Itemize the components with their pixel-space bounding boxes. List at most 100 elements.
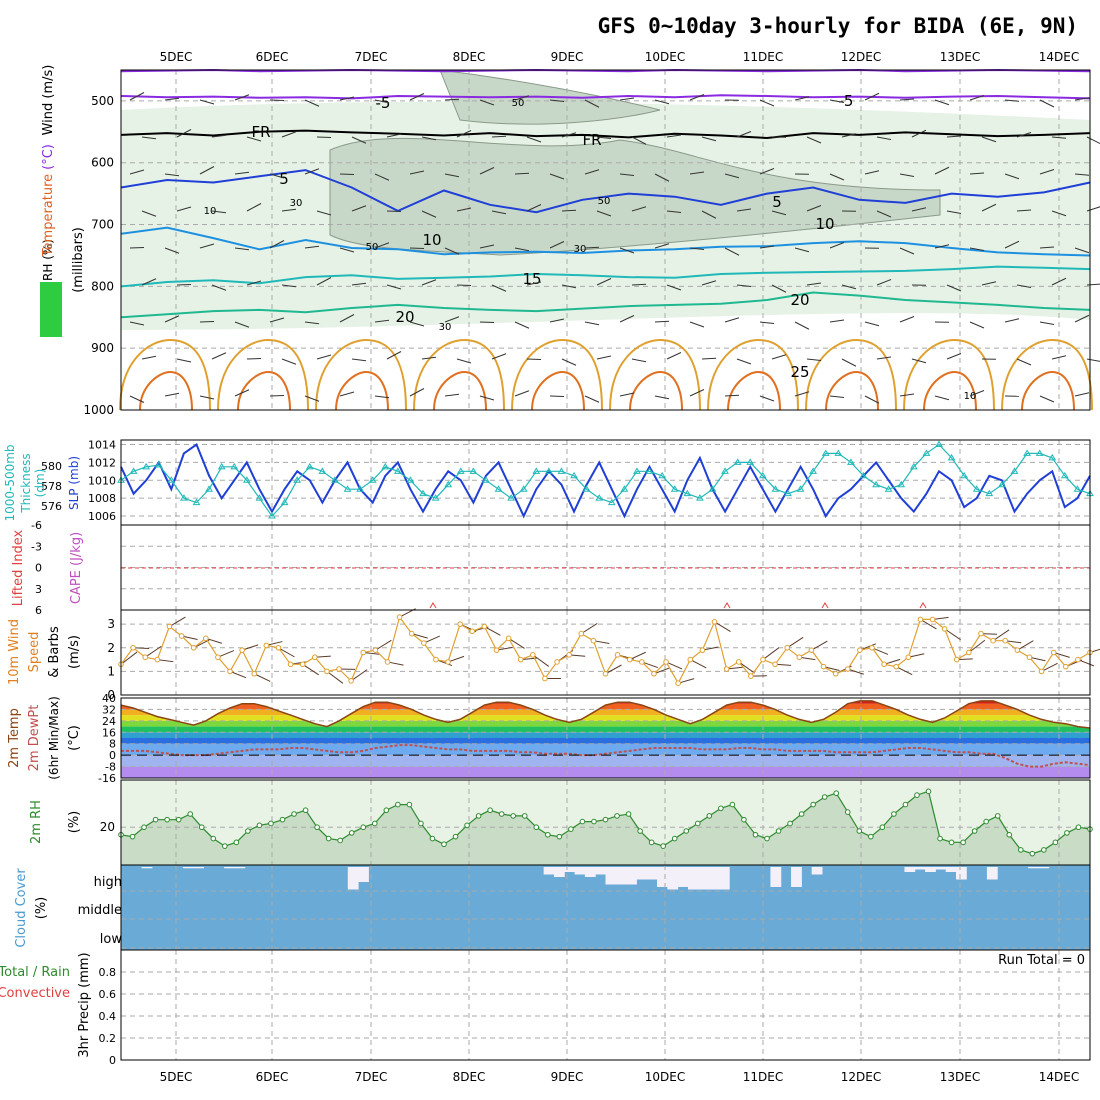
contour-label: 10: [964, 391, 977, 402]
temp-tick-label: 24: [102, 715, 116, 728]
warm-contour: [707, 338, 799, 411]
wind10m-barb: [169, 616, 186, 627]
wind10m-point: [687, 656, 694, 663]
wind-barb: [619, 97, 635, 101]
li-tick-label: 3: [35, 583, 42, 596]
wind10m-point: [227, 668, 233, 675]
wind-barb: [759, 99, 775, 107]
wind10m-barb: [447, 655, 465, 663]
precip-tick-label: 0.8: [99, 966, 117, 979]
wind10m-point: [723, 666, 730, 672]
wind-barb: [689, 389, 705, 397]
wind-barb: [514, 95, 530, 101]
li-axis-label: Lifted Index: [11, 529, 26, 606]
rh-point: [683, 828, 690, 834]
panel-frame: [120, 697, 1091, 779]
wind10m-barb: [968, 639, 986, 653]
wind-barb: [304, 245, 320, 249]
rh-point: [579, 818, 586, 825]
date-label-top: 13DEC: [940, 50, 980, 64]
cloud-gap: [904, 867, 916, 872]
wind-barb: [969, 172, 985, 175]
wind-barb: [934, 395, 950, 401]
date-label-top: 6DEC: [256, 50, 289, 64]
rh-point: [752, 831, 759, 838]
thickness-marker: [167, 476, 176, 483]
isotherm-line: [120, 94, 1091, 100]
rh-point: [314, 824, 320, 831]
contour-label: 15: [522, 270, 541, 288]
thickness-marker: [532, 467, 541, 474]
wind-barb: [234, 321, 250, 328]
isotherm-line: [120, 291, 1091, 319]
wind10m-point: [566, 652, 572, 658]
wind-barb: [654, 99, 670, 105]
wind-barb: [736, 358, 752, 365]
wind-barb: [1004, 318, 1020, 323]
wind-barb: [421, 210, 437, 218]
wind-barb: [829, 99, 845, 103]
wind-barb: [701, 136, 717, 142]
dewpoint-line: [121, 744, 1091, 768]
wind10m-point: [905, 654, 912, 661]
wind10m-point: [142, 654, 149, 661]
warm-contour-inner: [531, 370, 585, 411]
date-label-top: 8DEC: [453, 50, 486, 64]
rh-point: [868, 833, 874, 840]
rh-point: [694, 820, 701, 827]
rh-point: [568, 826, 574, 832]
wind10m-barb: [629, 651, 646, 661]
date-label-top: 12DEC: [841, 50, 881, 64]
wind10m-point: [530, 652, 536, 658]
wind-barb: [549, 99, 565, 102]
thickness-marker: [771, 485, 780, 492]
wind-barb: [1039, 99, 1055, 108]
slp-tick-label: 1008: [88, 492, 116, 505]
wind-barb: [246, 136, 262, 142]
rh-point: [302, 807, 309, 814]
wind-barb: [386, 284, 402, 290]
contour-label: 5: [279, 170, 289, 188]
wind10m-point: [1075, 656, 1081, 663]
wind-barb: [1074, 247, 1090, 254]
wind-barb: [456, 358, 472, 364]
rh-point: [1029, 850, 1036, 857]
cloud-gap: [986, 867, 998, 880]
thickness-marker: [154, 461, 163, 468]
rh-point: [718, 805, 724, 812]
wind-barb: [1074, 97, 1090, 101]
thickness-axis-label-2: Thickness: [19, 453, 33, 513]
cloud-unit-label: (%): [34, 897, 49, 920]
rh-point: [729, 801, 736, 808]
date-label-bottom: 12DEC: [841, 1070, 881, 1084]
wind10m-point: [675, 680, 681, 686]
cloud-gap: [595, 867, 606, 875]
wind-barb: [281, 284, 297, 288]
rh-point: [971, 828, 978, 834]
date-label-bottom: 9DEC: [551, 1070, 584, 1084]
temp-band-group: [121, 700, 1090, 778]
wind10m-point: [590, 637, 597, 644]
rh-point: [1041, 847, 1047, 853]
wind10m-point: [929, 616, 936, 623]
rh-point: [983, 818, 989, 825]
warm-contour: [217, 338, 309, 411]
date-label-bottom: 14DEC: [1039, 1070, 1079, 1084]
wind-barb: [526, 358, 542, 360]
wind10m-point: [857, 647, 863, 653]
thickness-marker: [570, 471, 578, 479]
date-label-top: 5DEC: [160, 50, 193, 64]
wind10m-unit-label: (m/s): [67, 635, 82, 669]
wind-barb: [549, 173, 565, 180]
wind10m-point: [372, 647, 379, 653]
wind-barb: [794, 96, 810, 101]
thickness-marker: [305, 462, 314, 470]
contour-label: FR: [582, 131, 601, 149]
wind-barb: [899, 173, 915, 177]
wind-barb: [1086, 358, 1100, 362]
wind-barb: [899, 247, 915, 255]
wind-barb: [141, 278, 157, 286]
wind10m-point: [1050, 649, 1057, 656]
wind10m-barb: [532, 654, 550, 667]
wind10m-point: [978, 630, 984, 637]
